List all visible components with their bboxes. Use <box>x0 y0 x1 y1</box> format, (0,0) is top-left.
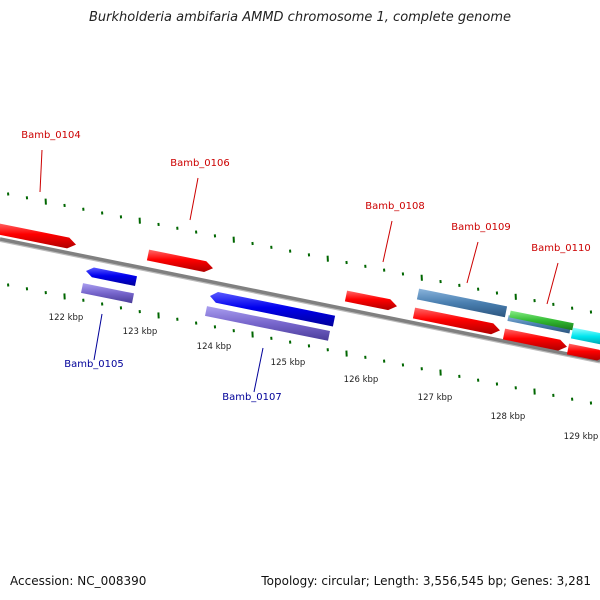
tick-label: 127 kbp <box>418 393 453 403</box>
tick-label: 128 kbp <box>491 412 526 422</box>
tick-label: 124 kbp <box>197 342 232 352</box>
tick-label: 129 kbp <box>564 432 599 442</box>
leader-line <box>546 262 559 305</box>
cds-plus-bamb-0108 <box>344 290 397 311</box>
genome-summary-text: Topology: circular; Length: 3,556,545 bp… <box>261 574 591 588</box>
gene-label[interactable]: Bamb_0106 <box>170 158 230 169</box>
leader-line <box>382 220 393 263</box>
rna-steelblue-feature <box>416 288 508 318</box>
gene-label[interactable]: Bamb_0107 <box>222 392 282 403</box>
tick-label: 125 kbp <box>271 358 306 368</box>
feature-tracks <box>0 223 600 361</box>
gene-label[interactable]: Bamb_0105 <box>64 359 124 370</box>
leader-line <box>253 347 264 393</box>
tick-label: 122 kbp <box>49 313 84 323</box>
gene-label[interactable]: Bamb_0110 <box>531 243 591 254</box>
gene-labels: Bamb_0104 Bamb_0105 Bamb_0106 Bamb_0107 Bamb… <box>21 130 591 403</box>
map-title: Burkholderia ambifaria AMMD chromosome 1… <box>88 10 512 25</box>
cds-plus-next <box>566 343 600 361</box>
rna-cyan-feature <box>570 327 600 345</box>
accession-text: Accession: NC_008390 <box>10 574 147 588</box>
cds-plus-bamb-0109 <box>412 307 500 335</box>
gene-label[interactable]: Bamb_0104 <box>21 130 81 141</box>
leader-line <box>189 177 199 221</box>
backbone-line <box>0 237 600 363</box>
tick-ring-inner <box>7 283 593 405</box>
cds-minus-bamb-0107-shadow <box>205 306 330 341</box>
gene-label[interactable]: Bamb_0108 <box>365 201 425 212</box>
label-leaders <box>39 149 559 393</box>
cds-minus-bamb-0107 <box>210 292 336 327</box>
genome-backbone <box>0 237 600 364</box>
cds-minus-bamb-0105-shadow <box>81 283 134 304</box>
tick-label: 126 kbp <box>344 375 379 385</box>
leader-line <box>39 149 43 193</box>
leader-line <box>466 241 479 284</box>
rna-green-feature <box>509 310 574 331</box>
gene-label[interactable]: Bamb_0109 <box>451 222 511 233</box>
tick-labels: 122 kbp 123 kbp 124 kbp 125 kbp 126 kbp 127 k… <box>49 313 599 442</box>
tick-ring-outer <box>7 192 593 314</box>
tick-label: 123 kbp <box>123 327 158 337</box>
cds-minus-bamb-0105 <box>86 267 137 286</box>
leader-line <box>93 313 103 361</box>
cds-plus-bamb-0106 <box>146 249 213 272</box>
cds-plus-bamb-0110 <box>502 328 567 351</box>
cds-plus-bamb-0104 <box>0 223 76 249</box>
